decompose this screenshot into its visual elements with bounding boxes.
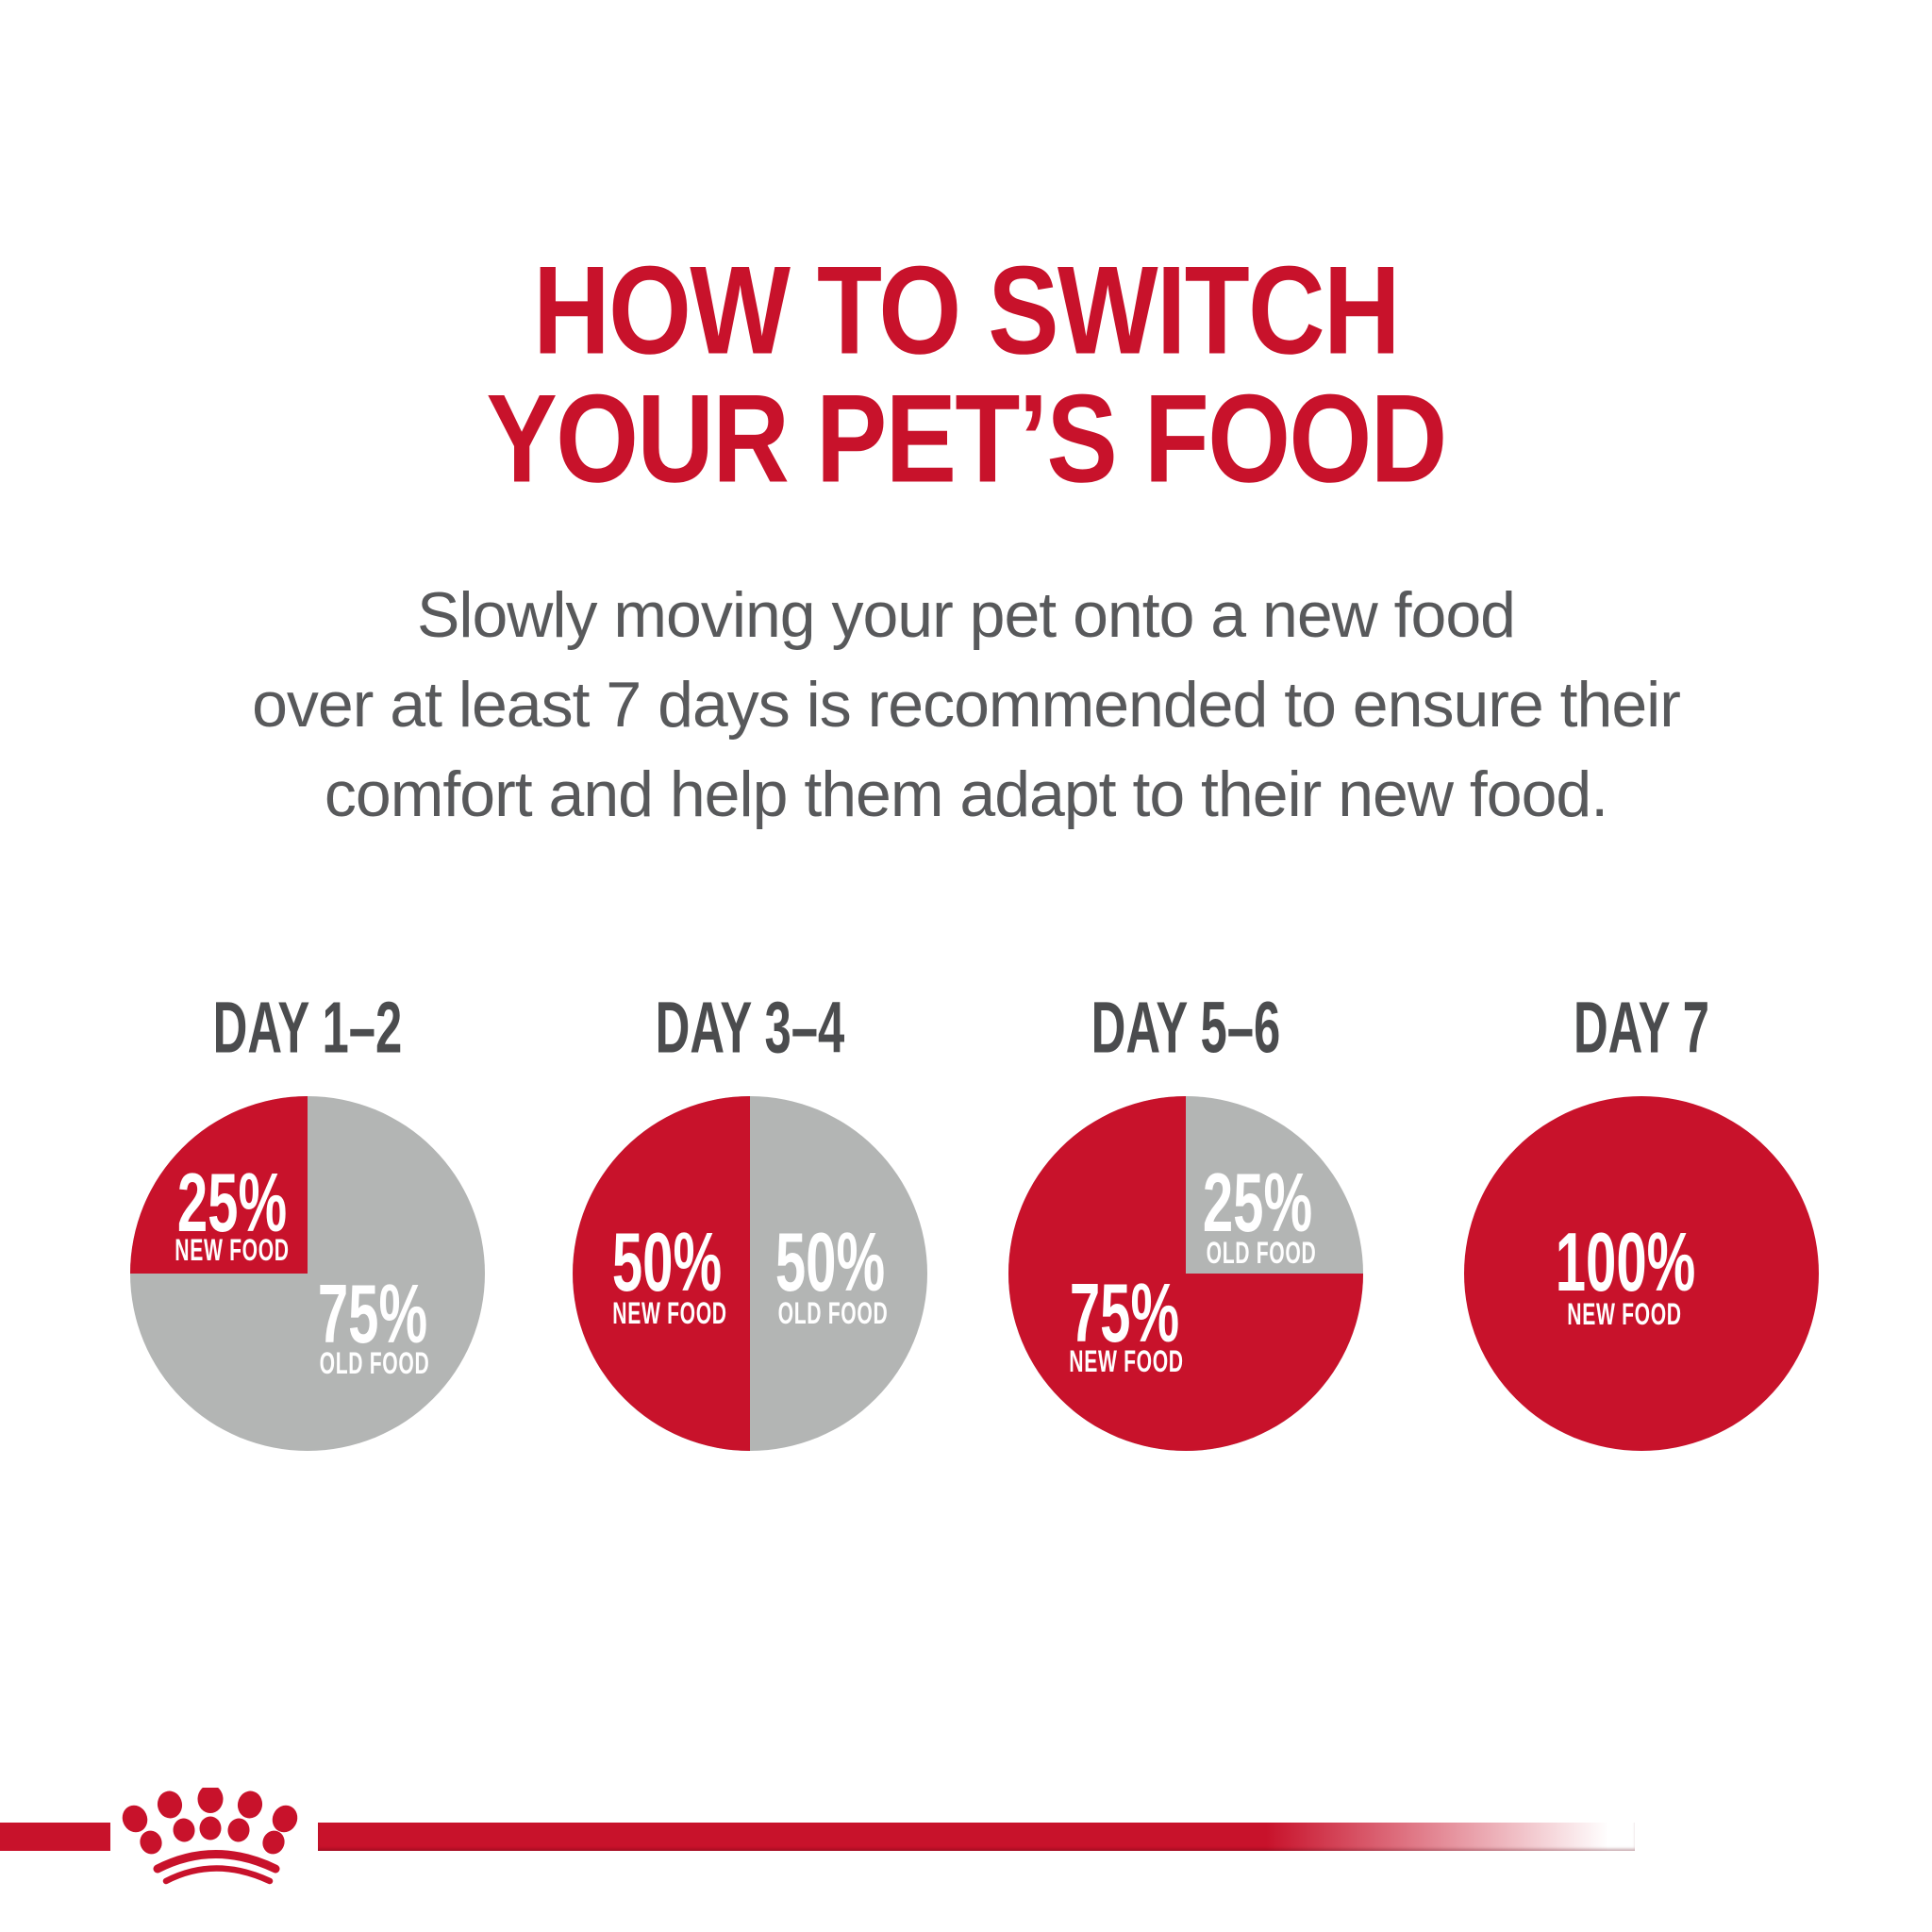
slice-value-label: 75% xyxy=(317,1267,428,1360)
slice-value-label: 50% xyxy=(774,1215,886,1308)
pie-chart-day-7 xyxy=(1464,1096,1819,1451)
day-label-5-6: DAY 5–6 xyxy=(1091,987,1281,1069)
page-title-line-2: YOUR PET’S FOOD xyxy=(486,369,1447,509)
slice-name-label: NEW FOOD xyxy=(175,1233,290,1267)
royal-canin-crown-paw-icon xyxy=(122,1788,298,1885)
footer-bar-right-segment xyxy=(318,1823,1635,1851)
subtitle-line-3: comfort and help them adapt to their new… xyxy=(324,758,1608,830)
pie-chart-day-5-6 xyxy=(1008,1096,1363,1451)
slice-value-label: 100% xyxy=(1555,1215,1696,1308)
page-title-line-1: HOW TO SWITCH xyxy=(533,241,1401,381)
subtitle-line-2: over at least 7 days is recommended to e… xyxy=(252,669,1681,741)
day-label-1-2: DAY 1–2 xyxy=(212,987,403,1069)
slice-name-label: NEW FOOD xyxy=(1567,1297,1682,1331)
pie-slice-new-food xyxy=(1464,1096,1819,1451)
slice-value-label: 50% xyxy=(611,1215,723,1308)
pie-chart-day-1-2 xyxy=(130,1096,485,1451)
day-label-7: DAY 7 xyxy=(1573,987,1710,1069)
pie-slice-new-food xyxy=(1008,1096,1363,1451)
slice-name-label: OLD FOOD xyxy=(319,1346,430,1380)
pie-slice-new-food xyxy=(573,1096,750,1451)
slice-name-label: NEW FOOD xyxy=(612,1296,727,1330)
slice-value-label: 75% xyxy=(1069,1266,1180,1359)
slice-name-label: NEW FOOD xyxy=(1069,1344,1184,1378)
footer-bar-left-segment xyxy=(0,1823,110,1851)
subtitle-line-1: Slowly moving your pet onto a new food xyxy=(416,579,1516,651)
slice-name-label: OLD FOOD xyxy=(777,1296,889,1330)
pie-chart-day-3-4 xyxy=(573,1096,927,1451)
slice-value-label: 25% xyxy=(176,1156,288,1249)
pie-slice-new-food xyxy=(130,1096,308,1274)
slice-value-label: 25% xyxy=(1202,1156,1313,1249)
day-label-3-4: DAY 3–4 xyxy=(655,987,845,1069)
slice-name-label: OLD FOOD xyxy=(1206,1236,1317,1270)
